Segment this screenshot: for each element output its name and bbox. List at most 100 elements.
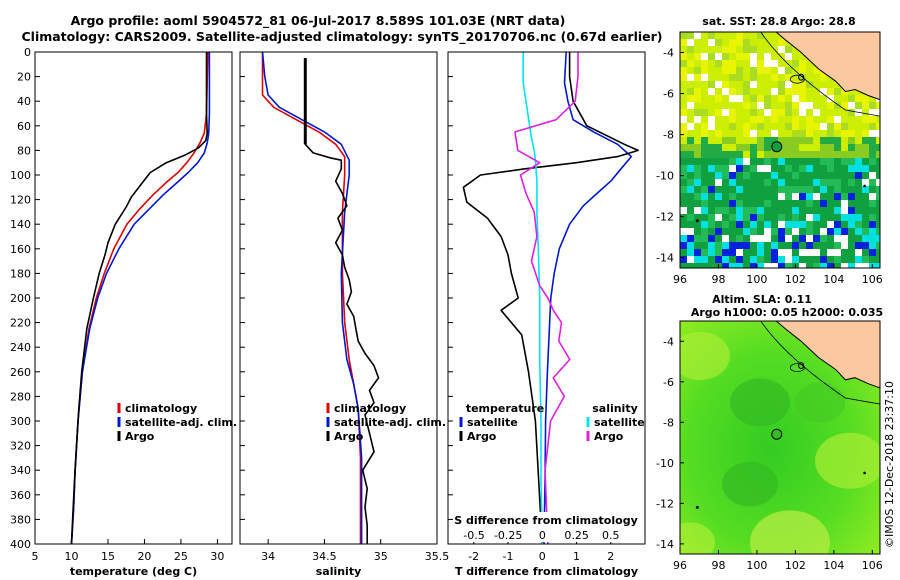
sst-cell (869, 242, 876, 249)
sst-cell (722, 165, 729, 172)
sst-cell (848, 207, 855, 214)
sst-cell (701, 221, 708, 228)
sst-cell (736, 109, 743, 116)
sst-cell (841, 144, 848, 151)
sst-cell (855, 221, 862, 228)
sst-cell (729, 137, 736, 144)
sst-cell (834, 123, 841, 130)
series-line-t-argo (462, 52, 639, 544)
sst-cell (820, 193, 827, 200)
x-axis-label: T difference from climatology (455, 565, 638, 578)
sst-cell (876, 137, 880, 144)
sst-cell (764, 249, 771, 256)
sst-cell (806, 151, 813, 158)
sst-cell (876, 242, 880, 249)
sst-cell (820, 144, 827, 151)
sst-cell (743, 81, 750, 88)
sst-cell (694, 60, 701, 67)
sst-cell (813, 235, 820, 242)
sst-cell (848, 130, 855, 137)
map-x-tick-label: 96 (673, 559, 687, 572)
sst-cell (841, 130, 848, 137)
sst-cell (764, 144, 771, 151)
sst-cell (869, 123, 876, 130)
sst-cell (736, 46, 743, 53)
sst-cell (743, 214, 750, 221)
sst-cell (848, 123, 855, 130)
sst-cell (680, 81, 687, 88)
sst-cell (757, 123, 764, 130)
sst-cell (813, 207, 820, 214)
salinity-panel: 34 34.5 35 35.5 salinity climatologysatellite… (239, 51, 449, 578)
bathymetry-contour (760, 321, 880, 405)
sst-cell (855, 137, 862, 144)
sst-cell (722, 207, 729, 214)
sst-cell (862, 172, 869, 179)
sst-cell (729, 158, 736, 165)
sst-cell (708, 214, 715, 221)
y-tick-label: 320 (10, 440, 31, 453)
sst-cell (743, 102, 750, 109)
sla-blob (730, 378, 790, 427)
sst-cell (736, 144, 743, 151)
sst-cell (750, 95, 757, 102)
sst-cell (736, 200, 743, 207)
sst-cell (715, 172, 722, 179)
sst-cell (701, 144, 708, 151)
sst-cell (729, 193, 736, 200)
sst-cell (869, 151, 876, 158)
sst-cell (736, 116, 743, 123)
sst-cell (799, 172, 806, 179)
sst-cell (764, 46, 771, 53)
sst-cell (841, 165, 848, 172)
sst-cell (855, 207, 862, 214)
sst-cell (876, 193, 880, 200)
sst-cell (680, 165, 687, 172)
sst-cell (736, 151, 743, 158)
y-tick-label: 100 (10, 169, 31, 182)
sst-cell (778, 200, 785, 207)
sst-cell (806, 200, 813, 207)
sst-cell (687, 214, 694, 221)
argo-position-marker (771, 141, 783, 153)
sst-cell (799, 88, 806, 95)
sst-cell (855, 95, 862, 102)
sst-cell (708, 193, 715, 200)
sst-cell (785, 186, 792, 193)
y-tick-label: 180 (10, 267, 31, 280)
sst-cell (743, 116, 750, 123)
sst-cell (743, 151, 750, 158)
sst-cell (778, 172, 785, 179)
sst-cell (764, 67, 771, 74)
sst-cell (848, 179, 855, 186)
sst-cell (722, 123, 729, 130)
sst-cell (876, 158, 880, 165)
sst-cell (820, 81, 827, 88)
sst-cell (771, 158, 778, 165)
sst-cell (722, 95, 729, 102)
sst-cell (715, 46, 722, 53)
sst-cell (715, 130, 722, 137)
sst-cell (820, 74, 827, 81)
sst-cell (757, 249, 764, 256)
sst-cell (701, 256, 708, 263)
sst-cell (792, 144, 799, 151)
sst-cell (729, 179, 736, 186)
sst-cell (848, 158, 855, 165)
sst-cell (792, 151, 799, 158)
sst-cell (834, 158, 841, 165)
sst-cell (792, 179, 799, 186)
sst-cell (687, 186, 694, 193)
sst-cell (855, 102, 862, 109)
sst-cell (736, 172, 743, 179)
sst-cell (848, 214, 855, 221)
sst-cell (876, 151, 880, 158)
sst-cell (876, 214, 880, 221)
sst-cell (750, 249, 757, 256)
sst-cell (778, 235, 785, 242)
sst-cell (778, 130, 785, 137)
sst-cell (785, 109, 792, 116)
sst-cell (799, 186, 806, 193)
s-tick-label: -0.25 (494, 529, 522, 542)
sst-cell (764, 214, 771, 221)
